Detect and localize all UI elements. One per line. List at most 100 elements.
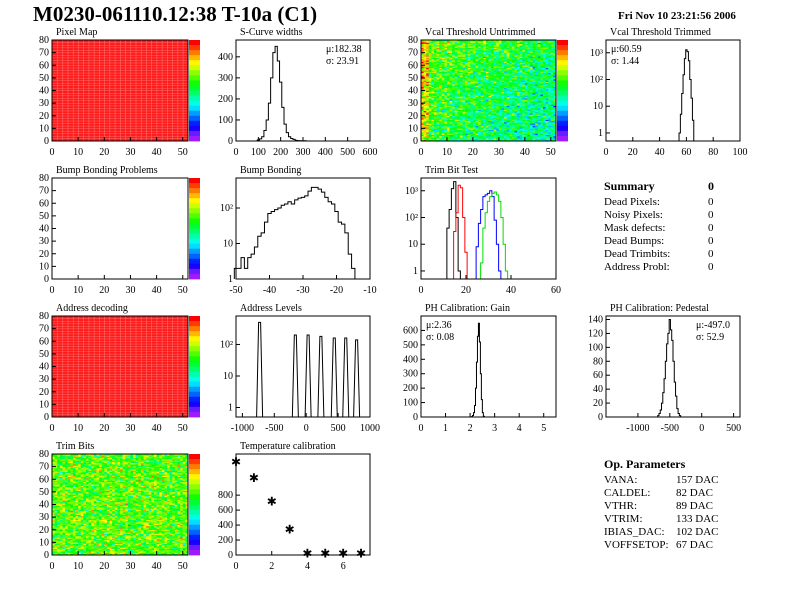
heatmap-cell — [501, 55, 505, 57]
heatmap-cell — [423, 45, 427, 47]
heatmap-cell — [524, 82, 528, 85]
heatmap-cell — [543, 124, 546, 127]
heatmap-cell — [498, 115, 502, 118]
heatmap-cells — [52, 454, 189, 556]
heatmap-cell — [522, 91, 526, 94]
heatmap-cell — [540, 51, 544, 53]
heatmap-cell — [519, 58, 523, 61]
heatmap-cell — [524, 119, 528, 122]
heatmap-cell — [509, 104, 513, 106]
heatmap-cell — [454, 55, 458, 57]
heatmap-gridline — [52, 363, 188, 365]
heatmap-cell — [431, 134, 435, 137]
heatmap-cell — [444, 74, 448, 76]
heatmap-cell — [532, 104, 536, 106]
heatmap-cell — [428, 114, 432, 117]
heatmap-cell — [426, 72, 430, 75]
heatmap-cell — [428, 135, 432, 138]
heatmap-cell — [540, 98, 544, 100]
heatmap-gridline — [52, 125, 188, 127]
heatmap-cell — [428, 58, 432, 61]
heatmap-cell — [449, 103, 453, 105]
heatmap-cell — [475, 56, 479, 58]
heatmap-cell — [457, 104, 461, 106]
heatmap-cell — [480, 124, 484, 127]
heatmap-cell — [527, 106, 531, 109]
heatmap-cell — [550, 89, 554, 91]
heatmap-cell — [537, 125, 541, 128]
x-tick-label: -500 — [661, 423, 679, 434]
heatmap-cell — [506, 91, 510, 94]
heatmap-cell — [470, 70, 474, 72]
heatmap-cell — [459, 132, 463, 134]
x-tick-label: 0 — [604, 147, 609, 158]
heatmap-cell — [517, 41, 520, 43]
heatmap-cell — [54, 542, 58, 544]
heatmap-cell — [423, 111, 427, 114]
heatmap-cell — [446, 41, 450, 43]
heatmap-cell — [530, 75, 533, 77]
heatmap-cell — [501, 72, 505, 75]
heatmap-cell — [480, 52, 484, 55]
heatmap-cell — [57, 522, 61, 524]
heatmap-cell — [449, 71, 453, 74]
heatmap-cell — [446, 58, 450, 61]
heatmap-cell — [475, 57, 479, 60]
heatmap-cell — [462, 101, 466, 104]
heatmap-cell — [444, 101, 448, 104]
heatmap-cell — [540, 100, 544, 103]
heatmap-cell — [59, 527, 63, 529]
heatmap-cell — [498, 100, 502, 103]
heatmap-cell — [428, 55, 432, 57]
heatmap-cell — [537, 110, 541, 113]
x-tick-label: 0 — [419, 147, 424, 158]
heatmap-cell — [449, 87, 453, 90]
heatmap-cell — [441, 47, 445, 50]
heatmap-cell — [421, 70, 424, 72]
heatmap-cell — [498, 113, 502, 115]
heatmap-cell — [449, 58, 453, 61]
heatmap-cell — [454, 56, 458, 58]
heatmap-cell — [467, 60, 471, 62]
heatmap-cell — [511, 114, 515, 117]
heatmap-cell — [54, 522, 58, 524]
heatmap-cell — [426, 98, 430, 100]
heatmap-cell — [540, 50, 544, 52]
heatmap-cell — [444, 76, 448, 79]
histogram-peak — [291, 334, 299, 418]
heatmap-cell — [52, 538, 55, 541]
heatmap-cell — [530, 124, 533, 127]
heatmap-cell — [446, 80, 450, 82]
heatmap-cell — [506, 85, 510, 88]
heatmap-cell — [480, 129, 484, 132]
heatmap-cell — [426, 42, 430, 45]
heatmap-cell — [524, 57, 528, 60]
heatmap-cell — [454, 66, 458, 69]
heatmap-cell — [548, 98, 552, 100]
heatmap-cell — [457, 108, 461, 110]
heatmap-cell — [454, 137, 458, 139]
heatmap-cell — [488, 108, 492, 110]
y-tick-label: 80 — [39, 311, 49, 322]
heatmap-cell — [517, 122, 520, 124]
heatmap-cell — [483, 128, 487, 130]
palette-swatch — [189, 336, 200, 342]
heatmap-cell — [493, 137, 497, 139]
heatmap-cell — [530, 74, 533, 76]
heatmap-cell — [483, 53, 487, 56]
palette-swatch — [189, 65, 200, 71]
heatmap-cell — [436, 138, 440, 141]
heatmap-cell — [519, 82, 523, 85]
heatmap-cell — [493, 52, 497, 55]
heatmap-cell — [504, 133, 507, 135]
x-tick-label: 60 — [551, 285, 561, 296]
heatmap-cell — [506, 98, 510, 100]
heatmap-cell — [488, 98, 492, 100]
heatmap-cell — [57, 544, 61, 547]
heatmap-cell — [54, 546, 58, 548]
heatmap-cell — [426, 100, 430, 103]
heatmap-cell — [467, 96, 471, 99]
heatmap-cell — [452, 66, 456, 69]
heatmap-cell — [54, 472, 58, 475]
heatmap-cell — [545, 69, 549, 71]
